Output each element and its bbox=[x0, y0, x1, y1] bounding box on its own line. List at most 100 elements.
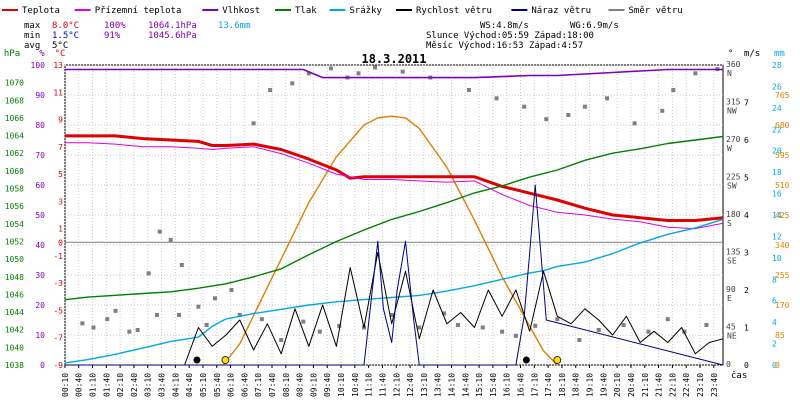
axis-hpa-tick-12: 1046 bbox=[5, 290, 24, 299]
axis-unit-hpa: hPa bbox=[4, 49, 20, 59]
axis-ms-tick-1: 6 bbox=[744, 136, 749, 145]
stats-wg: WG:6.9m/s bbox=[570, 21, 619, 31]
wind-direction-point-37 bbox=[212, 296, 217, 301]
x-tick-label-0: 00:10 bbox=[61, 373, 70, 397]
wind-direction-point-54 bbox=[582, 104, 587, 109]
series-line-0 bbox=[65, 134, 724, 222]
wind-direction-point-38 bbox=[229, 288, 234, 292]
x-tick-label-47: 23:40 bbox=[710, 373, 719, 397]
axis-pct-tick-0: 100 bbox=[31, 61, 46, 70]
axis-wm2-tick-6: 255 bbox=[775, 271, 790, 280]
axis-hpa-tick-11: 1048 bbox=[5, 273, 24, 282]
stats-max_values-2: 1064.1hPa bbox=[148, 21, 197, 31]
x-tick-label-19: 09:40 bbox=[323, 373, 332, 397]
legend: Teplota Přízemní teplota Vlhkost Tlak Srážky… bbox=[2, 6, 683, 16]
axis-degc-tick-11: -7 bbox=[53, 334, 63, 343]
wind-direction-point-4 bbox=[204, 323, 209, 327]
wind-direction-point-28 bbox=[80, 321, 85, 326]
axis-pct-tick-1: 90 bbox=[35, 91, 45, 100]
wind-direction-point-53 bbox=[566, 113, 571, 117]
axis-dir-card-2: W bbox=[727, 144, 732, 153]
axis-mm-tick-5: 18 bbox=[772, 168, 782, 177]
x-tick-label-37: 18:40 bbox=[572, 373, 581, 397]
axis-degc-tick-6: 1 bbox=[58, 225, 63, 234]
axis-hpa-tick-3: 1064 bbox=[5, 132, 24, 141]
axis-dir-card-5: SE bbox=[727, 257, 737, 266]
legend-label-2: Vlhkost bbox=[222, 6, 260, 16]
wind-direction-point-9 bbox=[317, 329, 322, 334]
x-tick-label-20: 10:10 bbox=[337, 373, 346, 397]
marker-sunrise bbox=[221, 356, 230, 364]
x-tick-label-2: 01:10 bbox=[89, 373, 98, 397]
axis-wm2-tick-7: 170 bbox=[775, 301, 790, 310]
axis-pct-tick-9: 10 bbox=[35, 331, 45, 340]
axis-pct-tick-7: 30 bbox=[35, 271, 45, 280]
axis-hpa-tick-7: 1056 bbox=[5, 202, 24, 211]
axis-wm2-tick-5: 340 bbox=[775, 241, 790, 250]
axis-hpa-tick-14: 1042 bbox=[5, 326, 24, 335]
axis-hpa-tick-9: 1052 bbox=[5, 237, 24, 246]
x-tick-label-41: 20:40 bbox=[627, 373, 636, 397]
marker-moonset bbox=[193, 356, 201, 364]
axis-degc-tick-9: -3 bbox=[53, 279, 63, 288]
marker-sunset bbox=[553, 356, 562, 364]
x-tick-label-14: 07:10 bbox=[254, 373, 263, 397]
wind-direction-point-5 bbox=[237, 313, 242, 317]
wind-direction-point-41 bbox=[290, 81, 295, 86]
x-tick-label-9: 04:40 bbox=[185, 373, 194, 397]
axis-wm2-tick-2: 595 bbox=[775, 151, 790, 160]
wind-direction-point-58 bbox=[671, 88, 676, 92]
wind-direction-point-25 bbox=[665, 317, 670, 322]
solar-radiation-line bbox=[222, 115, 558, 366]
axis-dir-card-4: S bbox=[727, 219, 732, 228]
axis-dir-tick-2: 270 bbox=[726, 135, 741, 144]
wind-direction-point-14 bbox=[442, 311, 447, 316]
axis-pct-tick-4: 60 bbox=[35, 181, 45, 190]
wind-direction-point-51 bbox=[522, 104, 527, 109]
axis-pct-tick-8: 20 bbox=[35, 301, 45, 310]
x-tick-label-46: 23:10 bbox=[696, 373, 705, 397]
axis-hpa-tick-13: 1044 bbox=[5, 308, 24, 317]
x-tick-label-26: 13:10 bbox=[420, 373, 429, 397]
x-tick-label-33: 16:40 bbox=[517, 373, 526, 397]
stats-panel: max 8.0°C 100% 1064.1hPa 13.6mm min 1.5°C 91% 10… bbox=[24, 21, 619, 66]
axis-ms-tick-2: 5 bbox=[744, 174, 749, 183]
x-tick-label-42: 21:10 bbox=[641, 373, 650, 397]
wind-direction-point-15 bbox=[455, 323, 460, 327]
chart-title: 18.3.2011 bbox=[361, 52, 426, 66]
x-tick-label-22: 11:10 bbox=[365, 373, 374, 397]
wind-direction-point-49 bbox=[466, 88, 471, 92]
axis-pct-tick-3: 70 bbox=[35, 151, 45, 160]
axis-mm-tick-4: 20 bbox=[772, 147, 782, 156]
axis-hpa-tick-1: 1068 bbox=[5, 96, 24, 105]
stats-max_label: max bbox=[24, 21, 41, 31]
x-tick-label-6: 03:10 bbox=[144, 373, 153, 397]
x-tick-label-5: 02:40 bbox=[130, 373, 139, 397]
axis-wm2-tick-3: 510 bbox=[775, 181, 790, 190]
axis-hpa-tick-5: 1060 bbox=[5, 167, 24, 176]
x-tick-label-23: 11:40 bbox=[378, 373, 387, 397]
axis-unit-dir: ° bbox=[728, 49, 733, 59]
axis-wm2-tick-9: 0 bbox=[775, 361, 780, 370]
x-tick-label-3: 01:40 bbox=[102, 373, 111, 397]
stats-sun: Slunce Východ:05:59 Západ:18:00 bbox=[426, 31, 594, 41]
x-tick-label-31: 15:40 bbox=[489, 373, 498, 397]
axis-wm2-tick-1: 680 bbox=[775, 121, 790, 130]
axis-hpa-tick-4: 1062 bbox=[5, 149, 24, 158]
axis-hpa-tick-2: 1066 bbox=[5, 114, 24, 123]
axis-pct-tick-2: 80 bbox=[35, 121, 45, 130]
x-tick-label-25: 12:40 bbox=[406, 373, 415, 397]
axis-mm-tick-9: 10 bbox=[772, 254, 782, 263]
axis-dir-card-6: E bbox=[727, 294, 732, 303]
axis-dir-card-0: N bbox=[727, 69, 732, 78]
wind-direction-point-47 bbox=[400, 69, 405, 74]
axis-dir-card-3: SW bbox=[727, 182, 737, 191]
wind-direction-point-59 bbox=[693, 71, 698, 76]
axis-dir-tick-0: 360 bbox=[726, 60, 741, 69]
x-tick-label-35: 17:40 bbox=[544, 373, 553, 397]
wind-direction-point-36 bbox=[196, 304, 201, 309]
stats-min_values-2: 1045.6hPa bbox=[148, 31, 197, 41]
x-tick-label-30: 15:10 bbox=[475, 373, 484, 397]
x-tick-label-21: 10:40 bbox=[351, 373, 360, 397]
